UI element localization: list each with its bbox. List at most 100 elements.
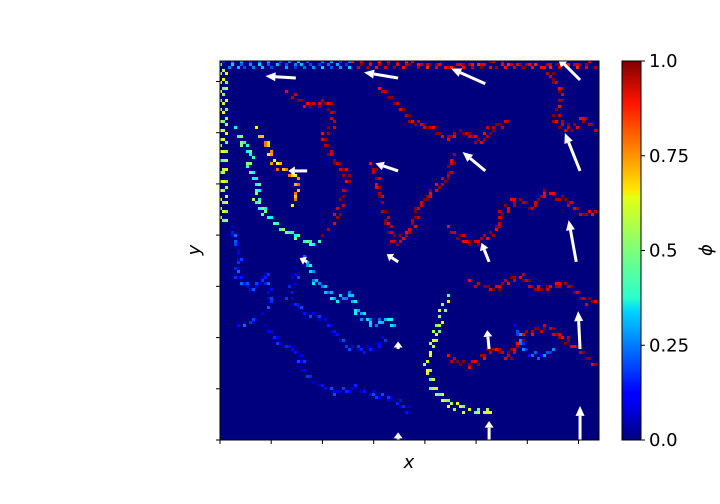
interface-cell: [249, 162, 252, 165]
interface-cell: [522, 339, 525, 342]
interface-cell: [429, 378, 432, 381]
interface-cell: [378, 186, 381, 189]
interface-cell: [333, 213, 336, 216]
interface-cell: [333, 159, 336, 162]
interface-cell: [300, 306, 303, 309]
interface-cell: [477, 363, 480, 366]
interface-cell: [291, 96, 294, 99]
interface-cell: [558, 126, 561, 129]
interface-cell: [477, 411, 480, 414]
interface-cell: [426, 66, 429, 69]
interface-cell: [519, 198, 522, 201]
interface-cell: [468, 63, 471, 66]
interface-cell: [537, 288, 540, 291]
interface-cell: [507, 207, 510, 210]
interface-cell: [339, 213, 342, 216]
interface-cell: [459, 63, 462, 66]
interface-cell: [270, 150, 273, 153]
interface-cell: [324, 144, 327, 147]
interface-cell: [285, 66, 288, 69]
interface-cell: [354, 309, 357, 312]
interface-cell: [573, 207, 576, 210]
interface-cell: [483, 357, 486, 360]
heatmap-plot-area: [219, 60, 600, 441]
interface-cell: [408, 120, 411, 123]
interface-cell: [306, 240, 309, 243]
interface-blue-bottom-left: [264, 324, 411, 414]
velocity-arrow: [364, 69, 399, 80]
interface-cell: [381, 195, 384, 198]
interface-cell: [288, 345, 291, 348]
interface-cell: [360, 318, 363, 321]
interface-cell: [438, 393, 441, 396]
interface-cell: [402, 405, 405, 408]
interface-cell: [414, 207, 417, 210]
interface-cell: [501, 216, 504, 219]
interface-cell: [300, 354, 303, 357]
interface-cell: [576, 207, 579, 210]
interface-cell: [426, 63, 429, 66]
interface-cell: [444, 180, 447, 183]
interface-cell: [462, 66, 465, 69]
interface-cell: [420, 123, 423, 126]
interface-cell: [264, 207, 267, 210]
interface-cell: [303, 312, 306, 315]
interface-cell: [237, 249, 240, 252]
interface-cell: [516, 63, 519, 66]
interface-cell: [294, 195, 297, 198]
interface-cell: [300, 360, 303, 363]
interface-cell: [222, 78, 225, 81]
interface-cell: [270, 216, 273, 219]
interface-cell: [447, 399, 450, 402]
interface-cell: [279, 342, 282, 345]
interface-cell: [573, 63, 576, 66]
interface-cell: [405, 411, 408, 414]
interface-cell: [357, 66, 360, 69]
interface-cell: [222, 168, 225, 171]
interface-cell: [564, 198, 567, 201]
interface-cell: [270, 162, 273, 165]
interface-cell: [225, 81, 228, 84]
interface-cell: [321, 99, 324, 102]
interface-cell: [486, 126, 489, 129]
velocity-arrow: [483, 330, 493, 350]
interface-cell: [393, 399, 396, 402]
interface-cell: [282, 168, 285, 171]
interface-cell: [270, 288, 273, 291]
interface-cell: [408, 411, 411, 414]
interface-cell: [510, 357, 513, 360]
interface-cell: [456, 63, 459, 66]
interface-cell: [285, 297, 288, 300]
interface-cell: [357, 309, 360, 312]
interface-cell: [345, 63, 348, 66]
interface-cell: [225, 117, 228, 120]
interface-cell: [321, 285, 324, 288]
interface-cell: [531, 66, 534, 69]
interface-cell: [342, 339, 345, 342]
interface-cell: [525, 279, 528, 282]
interface-cell: [408, 228, 411, 231]
interface-cell: [336, 216, 339, 219]
interface-cell: [444, 399, 447, 402]
interface-cell: [318, 63, 321, 66]
interface-cell: [288, 174, 291, 177]
interface-cell: [468, 135, 471, 138]
interface-cell: [564, 282, 567, 285]
interface-cell: [453, 408, 456, 411]
heatmap-background: [220, 61, 599, 440]
interface-cell: [240, 63, 243, 66]
interface-cell: [405, 61, 408, 63]
interface-cell: [498, 216, 501, 219]
interface-cell: [555, 81, 558, 84]
interface-cell: [402, 237, 405, 240]
interface-cell: [471, 63, 474, 66]
interface-cell: [555, 333, 558, 336]
interface-cell: [390, 318, 393, 321]
interface-cell: [552, 114, 555, 117]
interface-cell: [549, 63, 552, 66]
interface-cell: [375, 66, 378, 69]
interface-cell: [435, 66, 438, 69]
interface-cell: [546, 351, 549, 354]
interface-cell: [447, 177, 450, 180]
interface-cell: [309, 240, 312, 243]
